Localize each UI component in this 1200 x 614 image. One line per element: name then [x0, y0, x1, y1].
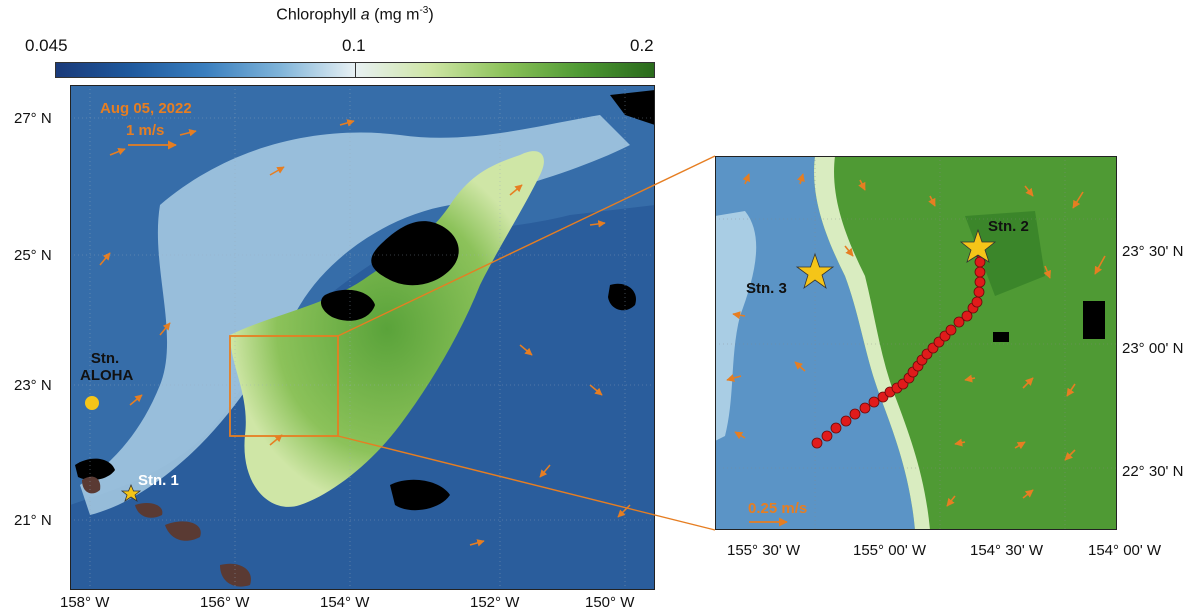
colorbar-title: Chlorophyll a (mg m-3): [276, 5, 434, 24]
colorbar-tick-mid: 0.1: [342, 36, 366, 55]
stn1-label: Stn. 1: [138, 472, 179, 489]
stn3-label: Stn. 3: [746, 280, 787, 297]
inset-dark-green-patch: [965, 211, 1045, 296]
sampling-track: [811, 246, 986, 449]
aloha-label: Stn. ALOHA: [80, 350, 134, 384]
inset-lat-2300: 23° 00' N: [1122, 340, 1184, 357]
inset-lon-15430: 154° 30' W: [970, 542, 1044, 559]
lat-label-21: 21° N: [14, 512, 52, 529]
lat-label-25: 25° N: [14, 247, 52, 264]
inset-lon-15400: 154° 00' W: [1088, 542, 1162, 559]
land-island-4: [220, 563, 251, 587]
lon-label-150: 150° W: [585, 594, 635, 611]
main-map-frame: [70, 85, 655, 590]
land-island-1: [82, 476, 101, 494]
stn2-label: Stn. 2: [988, 218, 1029, 235]
inset-current-arrows: [726, 173, 1106, 507]
inset-map-frame: [715, 156, 1117, 530]
gridlines: [70, 85, 655, 590]
cloud-mask-5: [608, 283, 636, 311]
lat-label-23: 23° N: [14, 377, 52, 394]
inset-lon-15500: 155° 00' W: [853, 542, 927, 559]
inset-speed-label: 0.25 m/s: [748, 500, 808, 517]
inset-blue-water: [715, 156, 915, 530]
cloud-mask-4: [610, 90, 655, 125]
date-label: Aug 05, 2022: [100, 100, 192, 117]
colorbar-tick-min: 0.045: [25, 36, 68, 55]
aloha-station-dot: [85, 396, 99, 410]
land-island-3: [165, 521, 201, 541]
inset-light-water: [715, 211, 757, 441]
stn1-star-icon: [120, 483, 142, 502]
stn2-star-icon: [959, 228, 997, 263]
main-map: [70, 85, 655, 590]
lon-label-154: 154° W: [320, 594, 370, 611]
main-speed-label: 1 m/s: [126, 122, 165, 139]
stn3-star-icon: [795, 252, 835, 290]
lat-label-27: 27° N: [14, 110, 52, 127]
lon-label-158: 158° W: [60, 594, 110, 611]
inset-gridlines: [715, 156, 1117, 530]
inset-map: [715, 156, 1117, 530]
inset-lon-15530: 155° 30' W: [727, 542, 801, 559]
cloud-mask-1: [371, 221, 459, 286]
inset-front-band: [814, 156, 930, 530]
inset-lat-2330: 23° 30' N: [1122, 243, 1184, 260]
land-island-2: [135, 503, 163, 518]
inset-cloud-mask-2: [993, 332, 1009, 342]
inset-cloud-mask-1: [1083, 301, 1105, 339]
cloud-mask-6: [75, 458, 115, 481]
colorbar-midline: [355, 62, 356, 78]
cloud-mask-2: [320, 289, 375, 321]
chlorophyll-bloom: [230, 151, 544, 507]
light-filament: [80, 115, 630, 515]
inset-lat-2230: 22° 30' N: [1122, 463, 1184, 480]
lon-label-152: 152° W: [470, 594, 520, 611]
inset-selection-box: [229, 335, 339, 437]
cloud-mask-3: [390, 479, 450, 511]
lon-label-156: 156° W: [200, 594, 250, 611]
current-arrows: [99, 119, 631, 547]
colorbar-tick-max: 0.2: [630, 36, 654, 55]
